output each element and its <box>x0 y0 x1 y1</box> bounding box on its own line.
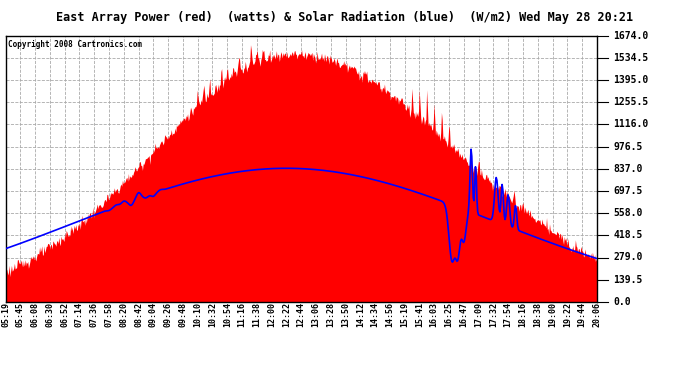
Text: 16:25: 16:25 <box>444 302 453 327</box>
Text: 1255.5: 1255.5 <box>613 97 649 107</box>
Text: 11:16: 11:16 <box>237 302 246 327</box>
Text: 14:34: 14:34 <box>371 302 380 327</box>
Text: 17:32: 17:32 <box>489 302 498 327</box>
Text: 05:19: 05:19 <box>1 302 10 327</box>
Text: 17:54: 17:54 <box>504 302 513 327</box>
Text: 12:22: 12:22 <box>282 302 291 327</box>
Text: 10:32: 10:32 <box>208 302 217 327</box>
Text: 15:19: 15:19 <box>400 302 409 327</box>
Text: 09:04: 09:04 <box>149 302 158 327</box>
Text: 07:58: 07:58 <box>104 302 113 327</box>
Text: 05:45: 05:45 <box>16 302 25 327</box>
Text: 06:30: 06:30 <box>46 302 55 327</box>
Text: 10:10: 10:10 <box>193 302 202 327</box>
Text: 08:42: 08:42 <box>134 302 143 327</box>
Text: 18:38: 18:38 <box>533 302 542 327</box>
Text: 13:50: 13:50 <box>341 302 350 327</box>
Text: 14:12: 14:12 <box>356 302 365 327</box>
Text: 1395.0: 1395.0 <box>613 75 649 85</box>
Text: 19:44: 19:44 <box>578 302 586 327</box>
Text: 12:00: 12:00 <box>267 302 276 327</box>
Text: 18:16: 18:16 <box>518 302 527 327</box>
Text: 09:26: 09:26 <box>164 302 172 327</box>
Text: 08:20: 08:20 <box>119 302 128 327</box>
Text: 16:47: 16:47 <box>460 302 469 327</box>
Text: 13:28: 13:28 <box>326 302 335 327</box>
Text: 279.0: 279.0 <box>613 252 643 262</box>
Text: 11:38: 11:38 <box>253 302 262 327</box>
Text: 07:36: 07:36 <box>90 302 99 327</box>
Text: 13:06: 13:06 <box>311 302 320 327</box>
Text: 1116.0: 1116.0 <box>613 119 649 129</box>
Text: 139.5: 139.5 <box>613 274 643 285</box>
Text: 17:09: 17:09 <box>474 302 483 327</box>
Text: 07:14: 07:14 <box>75 302 84 327</box>
Text: East Array Power (red)  (watts) & Solar Radiation (blue)  (W/m2) Wed May 28 20:2: East Array Power (red) (watts) & Solar R… <box>57 11 633 24</box>
Text: Copyright 2008 Cartronics.com: Copyright 2008 Cartronics.com <box>8 40 143 49</box>
Text: 20:06: 20:06 <box>592 302 602 327</box>
Text: 1674.0: 1674.0 <box>613 31 649 40</box>
Text: 14:56: 14:56 <box>386 302 395 327</box>
Text: 10:54: 10:54 <box>223 302 232 327</box>
Text: 06:52: 06:52 <box>60 302 69 327</box>
Text: 1534.5: 1534.5 <box>613 53 649 63</box>
Text: 09:48: 09:48 <box>179 302 188 327</box>
Text: 06:08: 06:08 <box>30 302 39 327</box>
Text: 558.0: 558.0 <box>613 208 643 218</box>
Text: 19:22: 19:22 <box>563 302 572 327</box>
Text: 0.0: 0.0 <box>613 297 631 307</box>
Text: 12:44: 12:44 <box>297 302 306 327</box>
Text: 697.5: 697.5 <box>613 186 643 196</box>
Text: 16:03: 16:03 <box>430 302 439 327</box>
Text: 19:00: 19:00 <box>548 302 557 327</box>
Text: 15:41: 15:41 <box>415 302 424 327</box>
Text: 418.5: 418.5 <box>613 230 643 240</box>
Text: 976.5: 976.5 <box>613 142 643 152</box>
Text: 837.0: 837.0 <box>613 164 643 174</box>
